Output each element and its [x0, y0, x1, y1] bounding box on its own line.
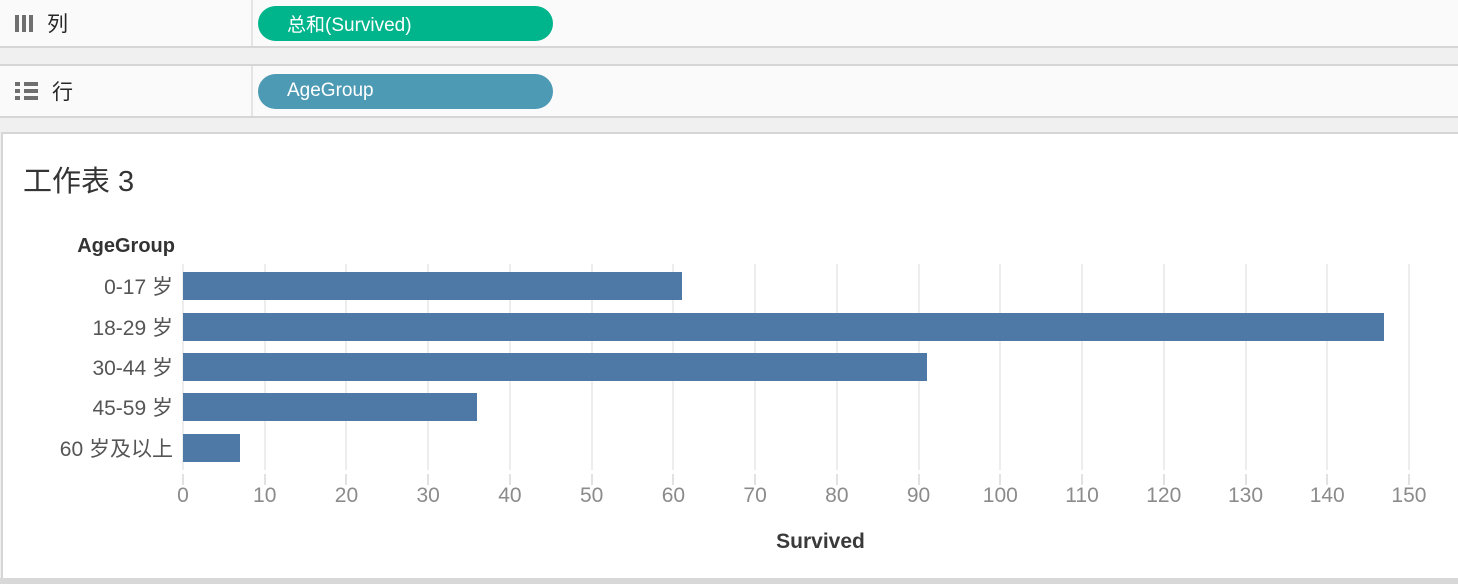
- tick-label: 10: [253, 484, 277, 507]
- gridline: [1162, 264, 1165, 470]
- chart-row: 60 岁及以上: [3, 428, 1458, 468]
- tick-label: 40: [498, 484, 522, 507]
- tick-mark: [263, 474, 266, 485]
- bar[interactable]: [183, 272, 682, 301]
- tick-label: 0: [177, 484, 189, 507]
- columns-shelf-label: 列: [47, 13, 68, 36]
- tick-mark: [754, 474, 757, 485]
- bar[interactable]: [183, 352, 927, 381]
- axis-tick-labels[interactable]: 0 10 20 30 40 50 60 70 80 90 100 110 120 130 140 150: [177, 484, 1458, 510]
- bar-track: [183, 433, 1458, 462]
- chart-row: 18-29 岁: [3, 306, 1458, 346]
- tick-mark: [182, 474, 184, 485]
- gridline: [1326, 264, 1329, 470]
- tick-label: 50: [579, 484, 604, 507]
- tick-mark: [1081, 474, 1084, 485]
- rows-shelf-header: 行: [0, 66, 253, 116]
- tick-mark: [999, 474, 1002, 485]
- row-label[interactable]: 30-44 岁: [92, 356, 173, 380]
- tick-label: 140: [1309, 484, 1345, 507]
- tick-label: 120: [1146, 484, 1182, 507]
- tick-mark: [1326, 474, 1329, 485]
- chart-row: 45-59 岁: [3, 387, 1458, 427]
- tick-label: 80: [825, 484, 849, 507]
- bar-track: [183, 352, 1458, 381]
- tick-mark: [427, 474, 430, 485]
- tick-label: 60: [661, 484, 686, 507]
- worksheet-title: 工作表 3: [23, 166, 135, 198]
- tick-label: 150: [1391, 484, 1427, 507]
- tick-mark: [835, 474, 838, 485]
- tick-label: 20: [334, 484, 359, 507]
- tick-label: 100: [982, 484, 1018, 507]
- rows-drop-area[interactable]: AgeGroup: [253, 66, 1458, 116]
- tick-label: 110: [1065, 484, 1099, 507]
- rows-icon: [15, 82, 38, 100]
- row-label[interactable]: 18-29 岁: [92, 316, 173, 340]
- bar-track: [183, 393, 1458, 422]
- tick-mark: [590, 474, 593, 485]
- rows-pill[interactable]: AgeGroup: [258, 73, 553, 109]
- row-field-header[interactable]: AgeGroup: [77, 235, 175, 257]
- chart-row: 0-17 岁: [3, 266, 1458, 306]
- chart-row: 30-44 岁: [3, 347, 1458, 387]
- tick-label: 130: [1227, 484, 1264, 507]
- gridline: [999, 264, 1002, 470]
- bar[interactable]: [183, 433, 241, 462]
- gridline: [1407, 264, 1410, 470]
- row-label[interactable]: 60 岁及以上: [59, 437, 173, 461]
- worksheet-canvas: 工作表 3 AgeGroup 0-17 岁 18-29 岁 30-44 岁 45-59…: [1, 132, 1458, 578]
- tick-mark: [345, 474, 348, 485]
- tick-mark: [1244, 474, 1247, 485]
- rows-shelf[interactable]: 行 AgeGroup: [0, 64, 1458, 118]
- row-label[interactable]: 45-59 岁: [92, 397, 173, 421]
- tick-mark: [672, 474, 675, 485]
- tick-mark: [917, 474, 920, 485]
- tick-label: 30: [416, 484, 440, 507]
- bottom-edge: [0, 578, 1458, 584]
- tick-mark: [1407, 474, 1410, 485]
- bar-track: [183, 312, 1458, 341]
- tick-mark: [1162, 474, 1165, 485]
- tick-mark: [508, 474, 511, 485]
- columns-shelf-header: 列: [0, 0, 253, 46]
- columns-icon: [15, 14, 33, 32]
- bar[interactable]: [183, 393, 478, 422]
- columns-shelf[interactable]: 列 总和(Survived): [0, 0, 1458, 48]
- axis-tick-marks: [182, 474, 1458, 485]
- rows-shelf-label: 行: [52, 81, 73, 104]
- chart-rows: 0-17 岁 18-29 岁 30-44 岁 45-59 岁 60 岁及以上: [3, 266, 1458, 468]
- gridline: [1081, 264, 1084, 470]
- axis-title: Survived: [776, 530, 865, 553]
- columns-pill[interactable]: 总和(Survived): [258, 5, 553, 41]
- gridline: [1244, 264, 1247, 470]
- tick-label: 70: [743, 484, 767, 507]
- tick-label: 90: [906, 484, 931, 507]
- bar[interactable]: [183, 312, 1385, 341]
- row-label[interactable]: 0-17 岁: [104, 276, 173, 300]
- bar-track: [183, 272, 1458, 301]
- columns-drop-area[interactable]: 总和(Survived): [253, 0, 1458, 46]
